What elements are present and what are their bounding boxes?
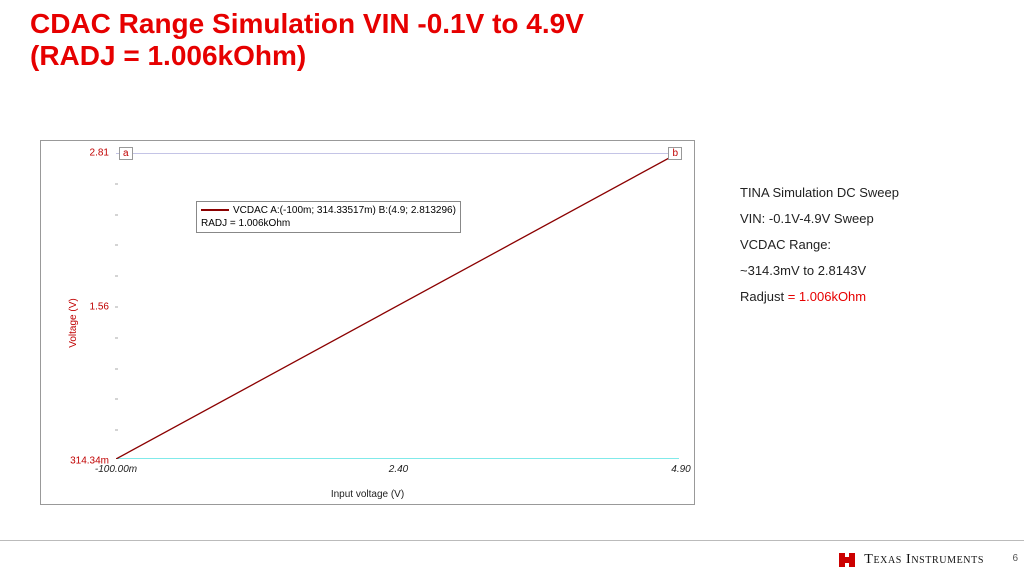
plot-svg xyxy=(116,153,679,459)
note-l2: VIN: -0.1V-4.9V Sweep xyxy=(740,206,899,232)
legend-line-2: RADJ = 1.006kOhm xyxy=(201,217,456,230)
x-tick-label: 2.40 xyxy=(389,464,408,475)
note-l4: ~314.3mV to 2.8143V xyxy=(740,258,899,284)
y-minor-tick xyxy=(115,430,118,431)
y-axis-label: Voltage (V) xyxy=(68,298,79,347)
y-minor-tick xyxy=(115,399,118,400)
y-minor-tick xyxy=(115,307,118,308)
chart-container: Voltage (V) Input voltage (V) a b VCDAC … xyxy=(40,140,695,505)
title-line-1: CDAC Range Simulation VIN -0.1V to 4.9V xyxy=(30,8,584,39)
footer-bar: Texas Instruments 6 xyxy=(0,540,1024,576)
y-minor-tick xyxy=(115,337,118,338)
y-tick-label: 1.56 xyxy=(90,302,113,313)
note-l5: Radjust = 1.006kOhm xyxy=(740,284,899,310)
x-axis-label: Input voltage (V) xyxy=(331,489,404,500)
x-tick-label: 4.90 xyxy=(671,464,690,475)
slide-title: CDAC Range Simulation VIN -0.1V to 4.9V … xyxy=(30,8,584,72)
y-minor-tick xyxy=(115,214,118,215)
chart-legend: VCDAC A:(-100m; 314.33517m) B:(4.9; 2.81… xyxy=(196,201,461,233)
y-minor-tick xyxy=(115,183,118,184)
plot-area xyxy=(116,153,679,459)
note-l5-red: = 1.006kOhm xyxy=(788,289,866,304)
legend-swatch xyxy=(201,209,229,211)
ti-logo-text: Texas Instruments xyxy=(864,552,984,568)
note-l3: VCDAC Range: xyxy=(740,232,899,258)
x-tick-label: -100.00m xyxy=(95,464,137,475)
note-l5-pre: Radjust xyxy=(740,289,788,304)
legend-line-1: VCDAC A:(-100m; 314.33517m) B:(4.9; 2.81… xyxy=(233,205,456,216)
note-l1: TINA Simulation DC Sweep xyxy=(740,180,899,206)
title-line-2: (RADJ = 1.006kOhm) xyxy=(30,40,306,71)
y-minor-tick xyxy=(115,276,118,277)
legend-row-1: VCDAC A:(-100m; 314.33517m) B:(4.9; 2.81… xyxy=(201,204,456,217)
ti-logo: Texas Instruments xyxy=(836,550,984,570)
side-notes: TINA Simulation DC Sweep VIN: -0.1V-4.9V… xyxy=(740,180,899,310)
ti-chip-icon xyxy=(836,550,858,570)
y-minor-tick xyxy=(115,368,118,369)
marker-b: b xyxy=(668,147,682,160)
page-number: 6 xyxy=(1012,553,1018,564)
y-minor-tick xyxy=(115,245,118,246)
marker-a: a xyxy=(119,147,133,160)
y-tick-label: 2.81 xyxy=(90,148,113,159)
